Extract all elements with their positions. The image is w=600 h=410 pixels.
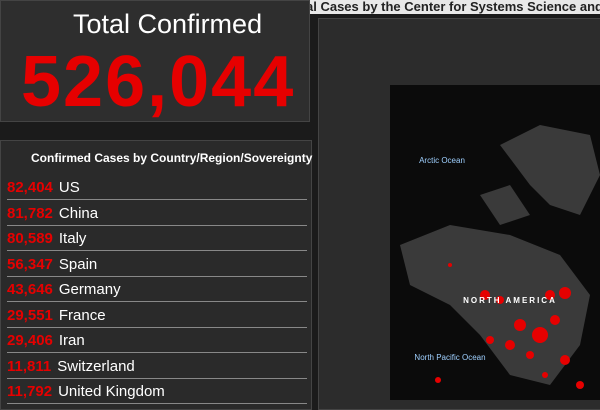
total-label: Total Confirmed [73, 9, 263, 39]
total-value: 526,044 [21, 42, 296, 122]
case-count: 43,646 [7, 281, 53, 298]
country-name: US [58, 179, 80, 196]
case-count: 80,589 [7, 230, 53, 247]
list-row: 11,792 United Kingdom [7, 379, 307, 404]
country-name: France [58, 306, 106, 324]
map-label: North Pacific Ocean [414, 353, 485, 362]
list-row: 82,404 US [7, 175, 307, 200]
list-row: 81,782 China [7, 201, 307, 226]
country-name: United Kingdom [58, 383, 165, 400]
country-name: Germany [58, 281, 121, 298]
country-list: Confirmed Cases by Country/Region/Sovere… [0, 140, 312, 410]
case-count: 81,782 [7, 204, 53, 222]
case-count: 82,404 [7, 179, 53, 196]
list-row: 11,811 Switzerland [7, 354, 307, 379]
map-label: Arctic Ocean [419, 156, 465, 165]
country-name: Italy [58, 230, 87, 247]
header-title: al Cases by the Center for Systems Scien… [300, 0, 600, 14]
country-name: Spain [58, 255, 98, 273]
list-row: 43,646 Germany [7, 277, 307, 302]
map: Arctic Ocean NORTH AMERICA North Pacific O… [390, 85, 600, 400]
list-row: 29,551 France [7, 303, 307, 328]
case-count: 29,551 [7, 306, 53, 324]
case-dots [435, 263, 584, 389]
list-title: Confirmed Cases by Country/Region/Sovere… [31, 151, 313, 165]
map-label: NORTH AMERICA [463, 296, 557, 305]
country-name: Iran [58, 332, 85, 349]
country-name: Switzerland [57, 357, 135, 375]
list-row: 29,406 Iran [7, 328, 307, 353]
country-name: China [58, 204, 99, 222]
list-row: 80,589 Italy [7, 226, 307, 251]
land [400, 225, 590, 385]
land [500, 125, 600, 215]
land [480, 185, 530, 225]
list-row: 56,347 Spain [7, 252, 307, 277]
case-count: 11,811 [7, 357, 52, 375]
total-panel: Total Confirmed 526,044 [0, 0, 310, 122]
case-count: 11,792 [7, 383, 53, 400]
case-count: 29,406 [7, 332, 53, 349]
case-count: 56,347 [7, 255, 53, 273]
